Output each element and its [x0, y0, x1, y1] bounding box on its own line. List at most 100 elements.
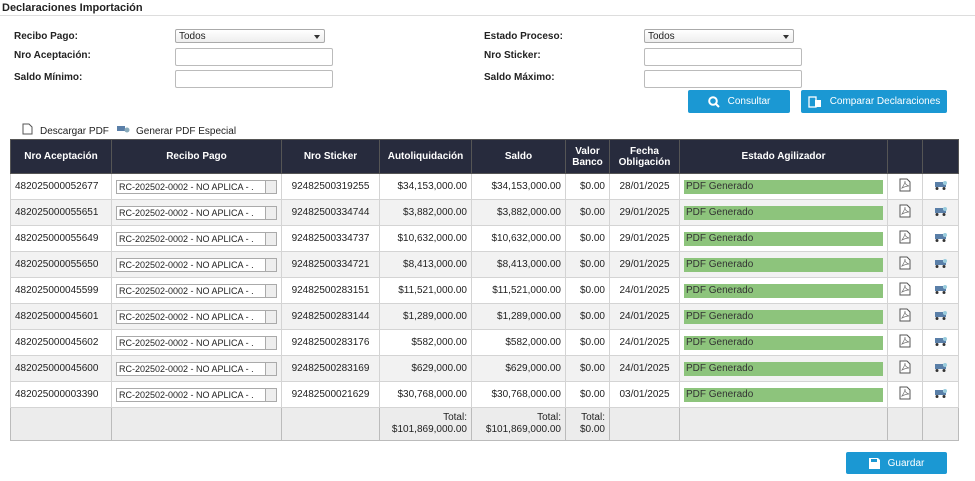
text-input[interactable] [644, 48, 802, 66]
guardar-button[interactable]: Guardar [846, 452, 947, 474]
cell-text: 92482500021629 [292, 389, 370, 400]
table-cell: PDF Generado [680, 356, 888, 382]
table-row: 482025000045600RC-202502-0002 - NO APLIC… [11, 356, 959, 382]
cell-text: $8,413,000.00 [403, 259, 467, 270]
table-cell: 92482500334744 [282, 200, 380, 226]
filter-label: Estado Proceso: [484, 31, 563, 42]
special-pdf-link[interactable]: Generar PDF Especial [136, 126, 236, 137]
row-select[interactable]: RC-202502-0002 - NO APLICA - . [116, 310, 277, 324]
table-cell: 92482500334737 [282, 226, 380, 252]
row-select[interactable]: RC-202502-0002 - NO APLICA - . [116, 180, 277, 194]
row-select[interactable]: RC-202502-0002 - NO APLICA - . [116, 388, 277, 402]
vehicle-action[interactable] [923, 174, 959, 200]
pdf-action[interactable] [888, 226, 923, 252]
pdf-action[interactable] [888, 200, 923, 226]
cell-text: $0.00 [580, 285, 605, 296]
cell-text: $0.00 [580, 181, 605, 192]
table-row: 482025000055649RC-202502-0002 - NO APLIC… [11, 226, 959, 252]
cell-text: $11,521,000.00 [398, 285, 467, 296]
pdf-icon [899, 230, 911, 244]
vehicle-action[interactable] [923, 382, 959, 408]
table-cell: $0.00 [566, 278, 610, 304]
vehicle-action[interactable] [923, 304, 959, 330]
row-select[interactable]: RC-202502-0002 - NO APLICA - . [116, 362, 277, 376]
table-cell: $0.00 [566, 330, 610, 356]
filter-label: Recibo Pago: [14, 31, 78, 42]
text-input[interactable] [644, 70, 802, 88]
column-header: Saldo [472, 140, 566, 174]
cell-text: 24/01/2025 [619, 311, 669, 322]
row-select[interactable]: RC-202502-0002 - NO APLICA - . [116, 232, 277, 246]
cell-text: $1,289,000.00 [403, 311, 467, 322]
pdf-action[interactable] [888, 174, 923, 200]
column-header: Fecha Obligación [610, 140, 680, 174]
pdf-icon [899, 308, 911, 322]
vehicle-action[interactable] [923, 200, 959, 226]
status-badge: PDF Generado [684, 284, 883, 298]
select[interactable]: Todos [644, 29, 794, 43]
cell-text: $3,882,000.00 [403, 207, 467, 218]
table-cell: PDF Generado [680, 174, 888, 200]
text-input[interactable] [175, 70, 333, 88]
column-header: Estado Agilizador [680, 140, 888, 174]
divider [0, 15, 975, 16]
cell-text: $0.00 [580, 207, 605, 218]
vehicle-action[interactable] [923, 330, 959, 356]
cell-text: $629,000.00 [505, 363, 561, 374]
vehicle-action[interactable] [923, 252, 959, 278]
table-cell: $3,882,000.00 [380, 200, 472, 226]
table-cell: 482025000045602 [11, 330, 112, 356]
column-header: Recibo Pago [112, 140, 282, 174]
pdf-icon [22, 123, 33, 135]
select[interactable]: Todos [175, 29, 325, 43]
cell-text: 24/01/2025 [619, 285, 669, 296]
table-cell: $8,413,000.00 [472, 252, 566, 278]
cell-text: 24/01/2025 [619, 363, 669, 374]
status-badge: PDF Generado [684, 310, 883, 324]
cell-text: $0.00 [580, 233, 605, 244]
row-select[interactable]: RC-202502-0002 - NO APLICA - . [116, 284, 277, 298]
column-header: Autoliquidación [380, 140, 472, 174]
table-cell: 482025000045599 [11, 278, 112, 304]
table-cell: $30,768,000.00 [472, 382, 566, 408]
table-cell: $629,000.00 [472, 356, 566, 382]
table-row: 482025000045599 RC-202502-0002 - NO APLIC… [11, 278, 959, 304]
total-cell [610, 408, 680, 441]
cell-text: 03/01/2025 [619, 389, 669, 400]
consultar-button[interactable]: Consultar [688, 90, 790, 113]
pdf-action[interactable] [888, 382, 923, 408]
vehicle-action[interactable] [923, 226, 959, 252]
special-pdf-icon [116, 123, 130, 134]
table-cell: 29/01/2025 [610, 200, 680, 226]
table-cell: $10,632,000.00 [380, 226, 472, 252]
vehicle-icon [934, 362, 948, 373]
download-pdf-link[interactable]: Descargar PDF [40, 126, 109, 137]
cell-text: 24/01/2025 [619, 337, 669, 348]
text-input[interactable] [175, 48, 333, 66]
column-header: Nro Aceptación [11, 140, 112, 174]
table-cell: PDF Generado [680, 226, 888, 252]
pdf-action[interactable] [888, 278, 923, 304]
pdf-action[interactable] [888, 330, 923, 356]
cell-text: 92482500319255 [292, 181, 370, 192]
row-select[interactable]: RC-202502-0002 - NO APLICA - . [116, 206, 277, 220]
row-select[interactable]: RC-202502-0002 - NO APLICA - . [116, 336, 277, 350]
table-cell: $582,000.00 [380, 330, 472, 356]
pdf-action[interactable] [888, 304, 923, 330]
pdf-action[interactable] [888, 356, 923, 382]
pdf-action[interactable] [888, 252, 923, 278]
cell-text: 482025000045599 [15, 285, 98, 296]
compare-icon [808, 96, 822, 108]
vehicle-action[interactable] [923, 356, 959, 382]
cell-text: $582,000.00 [411, 337, 467, 348]
button-label: Consultar [728, 96, 771, 107]
cell-text: 29/01/2025 [619, 207, 669, 218]
row-select[interactable]: RC-202502-0002 - NO APLICA - . [116, 258, 277, 272]
cell-text: 482025000003390 [15, 389, 98, 400]
table-cell: 24/01/2025 [610, 356, 680, 382]
vehicle-action[interactable] [923, 278, 959, 304]
comparar-button[interactable]: Comparar Declaraciones [801, 90, 947, 113]
cell-text: $0.00 [580, 311, 605, 322]
cell-text: 29/01/2025 [619, 259, 669, 270]
